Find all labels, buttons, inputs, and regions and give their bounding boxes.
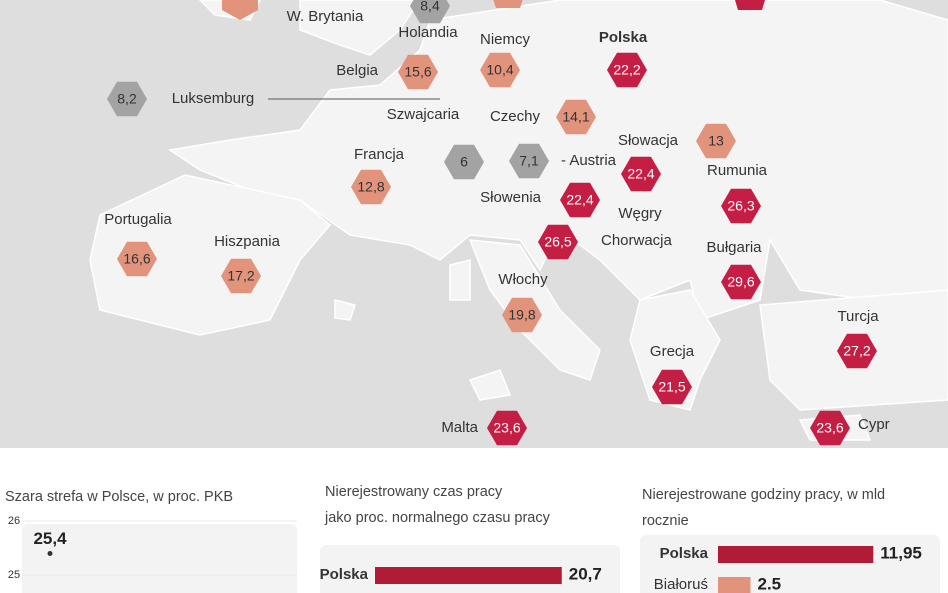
value-marker [607, 52, 647, 88]
marker-value: 6 [460, 154, 468, 170]
marker-value: 16,6 [123, 251, 150, 267]
country-label: Słowacja [618, 132, 679, 149]
value-label: 11,95 [880, 543, 922, 562]
country-label: Grecja [650, 343, 695, 360]
category-label: Polska [320, 566, 369, 583]
value-marker [538, 224, 578, 260]
country-label: Luksemburg [172, 90, 255, 107]
cropped-marker [493, 0, 523, 8]
marker-value: 22,4 [566, 192, 593, 208]
chart-title: rocznie [642, 513, 689, 529]
bar [375, 567, 562, 584]
value-marker [398, 54, 438, 90]
value-marker [652, 369, 692, 405]
chart-background [22, 524, 297, 593]
country-label: Malta [441, 419, 478, 436]
value-marker [556, 99, 596, 135]
marker-value: 26,5 [544, 234, 571, 250]
country-label: Niemcy [480, 31, 531, 48]
country-label: - Austria [561, 152, 617, 169]
country-label: Słowenia [480, 189, 542, 206]
value-marker [117, 241, 157, 277]
country-label: Hiszpania [214, 233, 281, 250]
marker-value: 10,4 [486, 62, 513, 78]
value-marker [480, 52, 520, 88]
value-marker [696, 123, 736, 159]
marker-value: 23,6 [493, 420, 520, 436]
country-label: Szwajcaria [387, 106, 460, 123]
value-marker [621, 156, 661, 192]
category-label: Polska [660, 545, 709, 562]
cropped-marker [222, 0, 258, 20]
marker-value: 21,5 [658, 379, 685, 395]
country-label: Francja [354, 146, 405, 163]
chart-title: Nierejestrowane godziny pracy, w mld [642, 487, 885, 503]
marker-value: 12,8 [357, 179, 384, 195]
country-label: Bułgaria [706, 239, 762, 256]
bar [718, 546, 874, 563]
country-label: Portugalia [104, 211, 172, 228]
y-tick-label: 25 [8, 569, 20, 581]
value-label: 20,7 [569, 564, 602, 583]
marker-value: 27,2 [843, 343, 870, 359]
value-marker [509, 143, 549, 179]
marker-value: 29,6 [727, 274, 754, 290]
marker-value: 22,4 [627, 166, 654, 182]
marker-value: 22,2 [613, 62, 640, 78]
chart-title: jako proc. normalnego czasu pracy [324, 510, 551, 526]
marker-value: 15,6 [404, 64, 431, 80]
chart-title: Nierejestrowany czas pracy [325, 484, 503, 500]
country-label: W. Brytania [287, 8, 364, 25]
y-tick-label: 26 [8, 515, 20, 527]
marker-value: 19,8 [508, 307, 535, 323]
country-label: Belgia [336, 62, 378, 79]
marker-value: 14,1 [562, 109, 589, 125]
value-marker [721, 264, 761, 300]
country-label: Węgry [618, 205, 662, 222]
value-marker [410, 0, 450, 24]
data-point [47, 550, 53, 556]
country-label: Chorwacja [601, 232, 673, 249]
marker-value: 23,6 [816, 420, 843, 436]
country-label: Turcja [837, 308, 879, 325]
country-label: Czechy [490, 108, 541, 125]
marker-value: 13 [708, 133, 724, 149]
value-marker [351, 169, 391, 205]
marker-value: 8,2 [117, 91, 137, 107]
value-marker [810, 410, 850, 446]
value-marker [560, 182, 600, 218]
cropped-marker [735, 0, 765, 10]
value-marker [502, 297, 542, 333]
country-label: Włochy [498, 271, 548, 288]
value-marker [221, 258, 261, 294]
value-label: 25,4 [33, 529, 67, 548]
country-label: Rumunia [707, 162, 768, 179]
country-label: Holandia [398, 24, 458, 41]
land [89, 0, 948, 441]
marker-value: 26,3 [727, 198, 754, 214]
category-label: Białoruś [654, 576, 708, 593]
country-label: Cypr [858, 416, 890, 433]
value-marker [721, 188, 761, 224]
value-marker [487, 410, 527, 446]
marker-value: 7,1 [519, 153, 539, 169]
value-label: 2.5 [757, 574, 781, 593]
country-label: Polska [599, 29, 648, 46]
chart-title: Szara strefa w Polsce, w proc. PKB [5, 489, 233, 505]
marker-value: 17,2 [227, 268, 254, 284]
marker-value: 8,4 [420, 0, 440, 14]
bar [718, 577, 751, 593]
value-marker [444, 144, 484, 180]
value-marker [107, 81, 147, 117]
value-marker [837, 333, 877, 369]
